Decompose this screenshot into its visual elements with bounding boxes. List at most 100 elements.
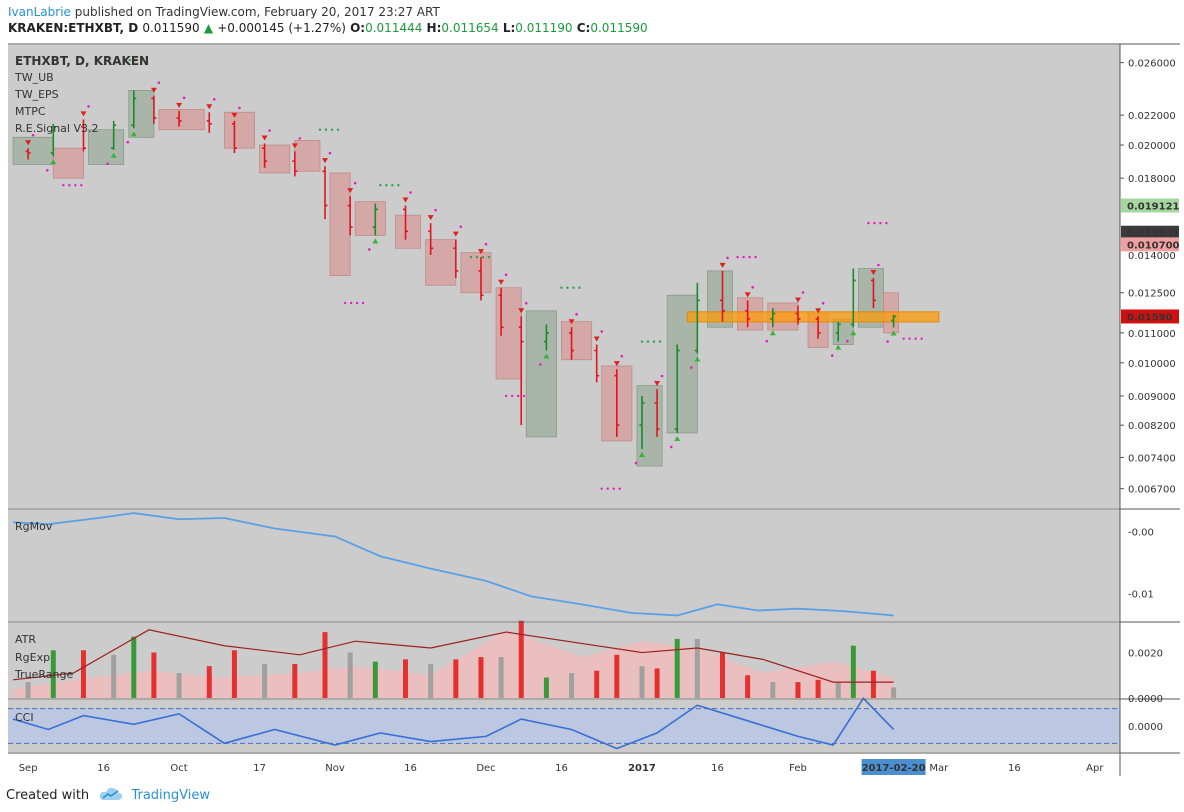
trail-dot bbox=[885, 221, 888, 225]
signal-box bbox=[158, 109, 205, 131]
rgmov-pane[interactable] bbox=[12, 512, 894, 617]
trail-dot bbox=[658, 340, 662, 343]
trail-dot bbox=[902, 337, 905, 340]
open-label: O: bbox=[350, 21, 366, 35]
volume-bar bbox=[891, 687, 897, 698]
eps-dot bbox=[801, 291, 805, 294]
price-label: 0.011547 bbox=[1127, 229, 1180, 240]
symbol-label[interactable]: KRAKEN:ETHXBT, D bbox=[8, 21, 139, 35]
created-with-text: Created with bbox=[6, 788, 90, 803]
trail-dot bbox=[879, 221, 882, 225]
atr-title[interactable]: ATR bbox=[15, 633, 36, 646]
atr-pane[interactable] bbox=[12, 620, 897, 698]
price-tick-label: 0.022000 bbox=[1128, 111, 1176, 122]
eps-dot bbox=[484, 242, 488, 246]
crosshair-date-box bbox=[861, 759, 926, 775]
cci-pane[interactable] bbox=[8, 696, 1120, 750]
volume-bar bbox=[745, 675, 751, 698]
buy-signal-icon bbox=[694, 356, 701, 362]
volume-bar bbox=[694, 638, 700, 698]
atr-tick-label: 0.0020 bbox=[1128, 649, 1163, 660]
signal-box bbox=[525, 310, 557, 438]
eps-dot bbox=[212, 97, 216, 101]
volume-bar bbox=[25, 682, 31, 698]
time-tick-label: 2017 bbox=[628, 763, 656, 774]
sell-signal-icon bbox=[261, 135, 268, 141]
eps-dot bbox=[539, 363, 542, 366]
sell-signal-icon bbox=[347, 188, 354, 194]
time-tick-label: 16 bbox=[97, 763, 110, 774]
ohlc-bar: KRAKEN:ETHXBT, D 0.011590 ▲ +0.000145 (+… bbox=[8, 21, 648, 35]
cci-title[interactable]: CCI bbox=[15, 711, 34, 724]
volume-bar bbox=[543, 677, 549, 698]
eps-dot bbox=[126, 140, 130, 144]
volume-bar bbox=[639, 666, 645, 698]
price-tick-label: 0.014000 bbox=[1128, 251, 1176, 262]
trail-dot bbox=[481, 255, 485, 259]
price-label-box bbox=[1121, 309, 1179, 324]
sell-signal-icon bbox=[452, 231, 459, 237]
buy-signal-icon bbox=[890, 330, 897, 336]
eps-dot bbox=[877, 263, 880, 267]
volume-bar bbox=[292, 663, 298, 698]
legend-item-mtpc[interactable]: MTPC bbox=[15, 105, 46, 118]
rgexp-title[interactable]: RgExp bbox=[15, 651, 50, 664]
truerange-title[interactable]: TrueRange bbox=[14, 668, 73, 681]
tradingview-link[interactable]: TradingView bbox=[131, 788, 210, 803]
trail-dot bbox=[516, 394, 520, 398]
volume-bar bbox=[111, 654, 117, 698]
open-value: 0.011444 bbox=[365, 21, 423, 35]
volume-bar bbox=[795, 682, 801, 698]
sell-signal-icon bbox=[719, 262, 726, 268]
time-tick-label: Mar bbox=[929, 763, 949, 774]
price-tick-label: 0.009000 bbox=[1128, 392, 1176, 403]
price-pane[interactable] bbox=[12, 59, 940, 490]
rgmov-title[interactable]: RgMov bbox=[15, 520, 53, 533]
eps-dot bbox=[87, 105, 90, 108]
legend-item-resignal[interactable]: R.E.Signal V3.2 bbox=[15, 122, 99, 135]
eps-dot bbox=[353, 181, 357, 185]
price-tick-label: 0.006700 bbox=[1128, 485, 1176, 496]
time-tick-label: 16 bbox=[1008, 763, 1021, 774]
signal-box bbox=[561, 321, 593, 361]
volume-bar bbox=[131, 636, 137, 698]
price-tick-label: 0.018000 bbox=[1128, 174, 1176, 185]
legend-item-tw-ub[interactable]: TW_UB bbox=[14, 71, 54, 84]
cci-band bbox=[8, 708, 1120, 744]
buy-signal-icon bbox=[638, 452, 645, 458]
volume-bar bbox=[262, 663, 268, 698]
pane-bg-rg bbox=[8, 510, 1120, 621]
close-value: 0.011590 bbox=[590, 21, 648, 35]
trail-dot bbox=[487, 255, 491, 259]
buy-signal-icon bbox=[674, 435, 681, 441]
trail-dot bbox=[80, 184, 83, 187]
buy-signal-icon bbox=[543, 353, 550, 359]
eps-dot bbox=[620, 354, 624, 358]
time-tick-label: Nov bbox=[325, 763, 345, 774]
legend-title[interactable]: ETHXBT, D, KRAKEN bbox=[15, 54, 149, 68]
signal-box bbox=[460, 252, 492, 294]
legend-item-tw-eps[interactable]: TW_EPS bbox=[14, 88, 59, 101]
trail-dot bbox=[128, 59, 131, 62]
volume-bar bbox=[654, 668, 660, 698]
buy-signal-icon bbox=[50, 159, 57, 165]
trail-dot bbox=[74, 184, 77, 187]
sell-signal-icon bbox=[568, 319, 575, 325]
eps-dot bbox=[690, 366, 693, 369]
signal-box bbox=[354, 201, 386, 236]
trail-dot bbox=[343, 301, 347, 305]
author-link[interactable]: IvanLabrie bbox=[8, 5, 71, 19]
eps-dot bbox=[157, 81, 161, 85]
sell-signal-icon bbox=[206, 104, 213, 110]
eps-dot bbox=[434, 208, 437, 212]
price-label-box bbox=[1121, 237, 1179, 252]
eps-dot bbox=[821, 301, 825, 305]
low-label: L: bbox=[502, 21, 516, 35]
volume-bar bbox=[151, 652, 157, 698]
time-tick-label: 17 bbox=[253, 763, 266, 774]
signal-box bbox=[52, 147, 84, 179]
publish-info: IvanLabrie published on TradingView.com,… bbox=[8, 5, 440, 19]
buy-signal-icon bbox=[110, 152, 117, 158]
trail-dot bbox=[748, 255, 751, 259]
